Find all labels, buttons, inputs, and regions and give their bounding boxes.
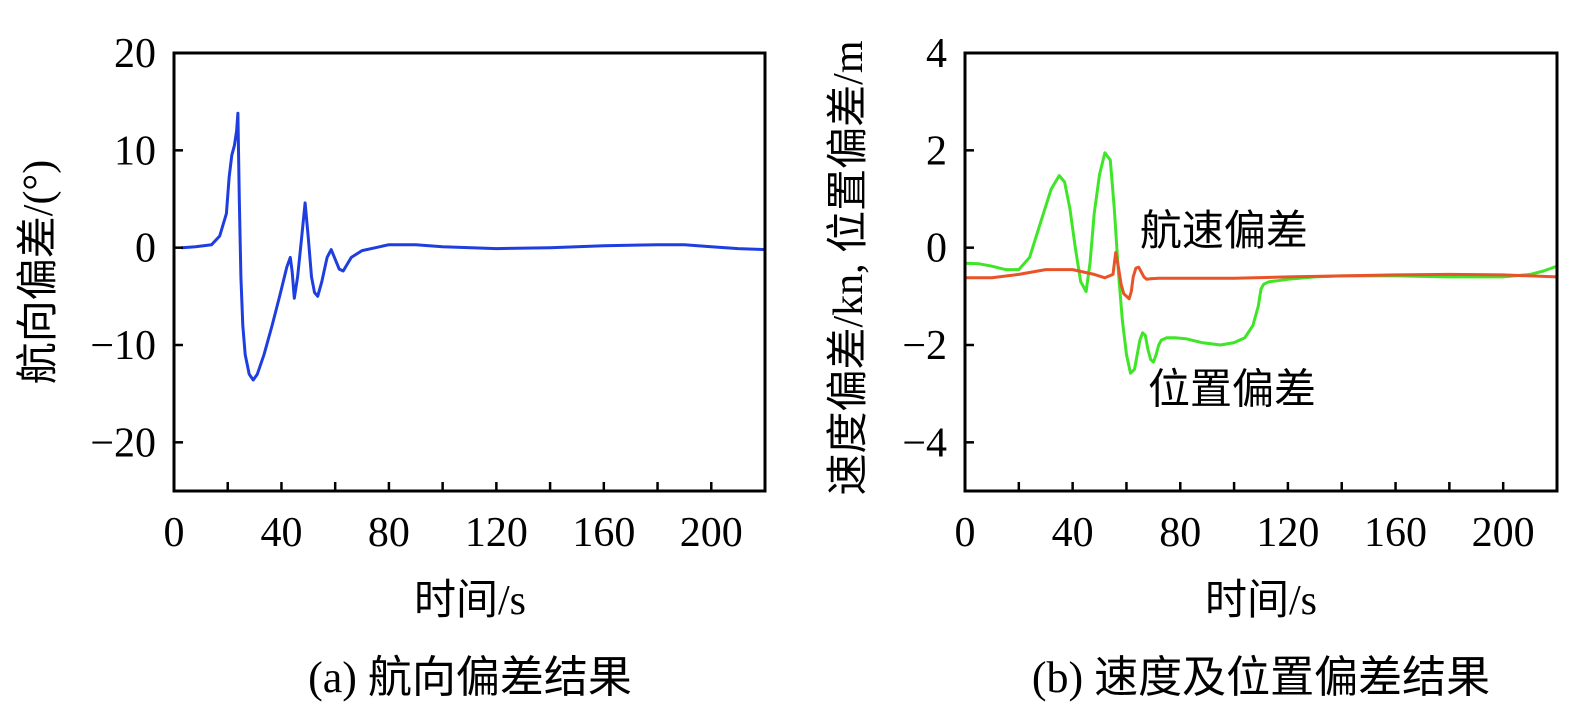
speed-position-deviation-lines: [965, 151, 1557, 375]
y-tick-label: 0: [926, 226, 947, 272]
axis-ticks: [172, 51, 767, 491]
axis-ticks: [963, 51, 1559, 491]
x-tick-label: 160: [1364, 510, 1427, 556]
y-tick-label: −2: [902, 323, 947, 369]
plot-frame: [963, 51, 1559, 493]
series-line: [180, 111, 765, 382]
x-tick-label: 40: [260, 510, 302, 556]
y-tick-label: −20: [90, 420, 156, 466]
x-tick-label: 120: [465, 510, 528, 556]
chart-caption: (b) 速度及位置偏差结果: [1032, 653, 1490, 702]
y-axis-label: 速度偏差/kn, 位置偏差/m: [825, 40, 872, 495]
x-tick-label: 160: [572, 510, 635, 556]
y-tick-label: −10: [90, 323, 156, 369]
tick-labels: 0 40 80 120 160 200 −20 −10 0 10 20: [90, 31, 742, 556]
series-line: [965, 151, 1557, 375]
y-axis-label: 航向偏差/(°): [15, 160, 62, 384]
y-tick-label: 10: [114, 128, 156, 174]
heading-deviation-lines: [180, 111, 765, 382]
y-tick-label: 0: [135, 226, 156, 272]
x-tick-label: 120: [1256, 510, 1319, 556]
annotation-label: 航速偏差: [1140, 208, 1308, 255]
x-tick-label: 40: [1052, 510, 1094, 556]
plot-frame: [172, 51, 767, 493]
x-tick-label: 200: [1472, 510, 1535, 556]
chart-caption: (a) 航向偏差结果: [308, 653, 632, 702]
x-tick-label: 80: [368, 510, 410, 556]
x-axis-label: 时间/s: [1205, 578, 1317, 624]
tick-labels: 0 40 80 120 160 200 −4 −2 0 2 4: [902, 31, 1534, 556]
y-tick-label: −4: [902, 420, 947, 466]
x-tick-label: 200: [680, 510, 743, 556]
x-tick-label: 0: [164, 510, 185, 556]
y-tick-label: 2: [926, 128, 947, 174]
y-tick-label: 20: [114, 31, 156, 77]
y-tick-label: 4: [926, 31, 947, 77]
series-line: [965, 251, 1557, 301]
x-tick-label: 80: [1159, 510, 1201, 556]
annotation-label: 位置偏差: [1148, 366, 1316, 413]
x-axis-label: 时间/s: [414, 578, 526, 624]
x-tick-label: 0: [955, 510, 976, 556]
